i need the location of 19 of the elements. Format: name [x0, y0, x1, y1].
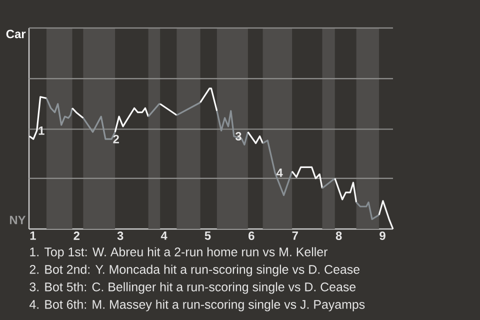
- annotation: 2: [113, 134, 119, 144]
- annotation: 4: [276, 168, 283, 177]
- x-tick-label: 6: [248, 232, 254, 240]
- x-tick-label: 8: [336, 232, 342, 240]
- text: 4. Bot 6th: M. Massey hit a run-scoring single vs J. Payamps: [29, 300, 365, 312]
- text: 3. Bot 5th: C. Bellinger hit a run-scoring single vs D. Cease: [30, 282, 356, 294]
- x-tick-label: 5: [204, 232, 211, 240]
- x-tick-label: 4: [160, 232, 168, 240]
- annotation: 3: [235, 132, 242, 140]
- annotation: 1: [38, 126, 44, 135]
- x-tick-label: 1: [30, 232, 36, 240]
- text: Car: [6, 30, 26, 38]
- text: 1. Top 1st: W. Abreu hit a 2-run home run vs M. Keller: [30, 247, 328, 259]
- text: NY: [10, 216, 26, 224]
- x-tick-label: 2: [74, 232, 80, 240]
- x-tick-label: 9: [380, 232, 386, 240]
- x-tick-label: 7: [292, 232, 298, 240]
- text: 2. Bot 2nd: Y. Moncada hit a run-scoring single vs D. Cease: [30, 264, 360, 276]
- x-tick-label: 3: [117, 232, 124, 240]
